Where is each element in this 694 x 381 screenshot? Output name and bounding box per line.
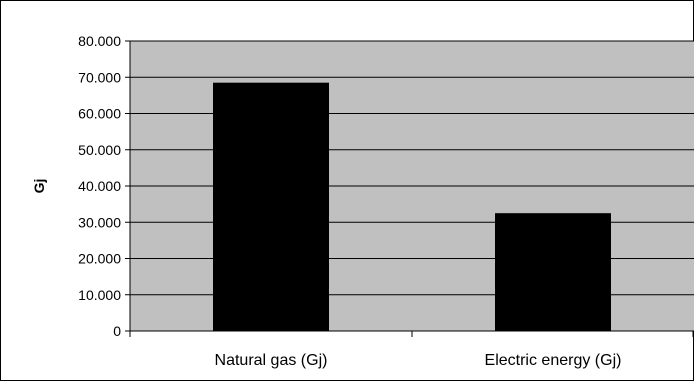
y-tick-label: 40.000	[78, 178, 121, 194]
y-tick-label: 70.000	[78, 69, 121, 85]
y-tick-label: 20.000	[78, 251, 121, 267]
bar	[495, 213, 611, 331]
y-tick-label: 60.000	[78, 106, 121, 122]
x-category-labels: Natural gas (Gj) Electric energy (Gj)	[215, 352, 622, 369]
x-category-label: Electric energy (Gj)	[485, 352, 622, 369]
y-tick-label: 10.000	[78, 287, 121, 303]
x-category-label: Natural gas (Gj)	[215, 352, 328, 369]
bar	[213, 82, 329, 331]
y-tick-labels: 0 10.000 20.000 30.000 40.000 50.000 60.000 70.…	[78, 33, 121, 339]
y-tick-label: 30.000	[78, 214, 121, 230]
y-tick-label: 50.000	[78, 142, 121, 158]
bars	[213, 82, 611, 331]
axes	[125, 40, 694, 337]
y-tick-label: 80.000	[78, 33, 121, 49]
y-tick-label: 0	[113, 323, 121, 339]
y-axis-title: Gj	[31, 179, 47, 194]
